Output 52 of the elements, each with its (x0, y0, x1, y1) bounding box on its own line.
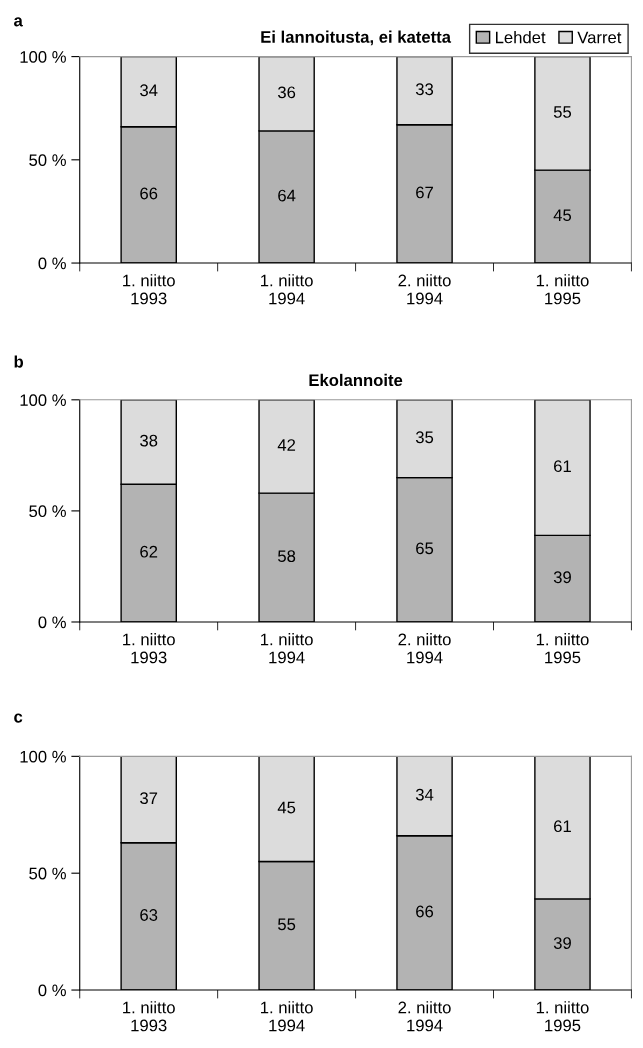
legend-label: Lehdet (496, 31, 546, 44)
data-label: 55 (278, 918, 296, 931)
x-tick-label: 1. niitto 1993 (123, 633, 175, 664)
text: a (14, 17, 23, 27)
chart-title: Ekolannoite (309, 373, 403, 387)
x-tick-label: 1. niitto 1994 (261, 1001, 313, 1032)
x-tick-label: 2. niitto 1994 (398, 1001, 451, 1032)
data-label: 62 (140, 545, 158, 558)
data-label: 65 (416, 542, 434, 555)
y-tick-label: 100 % (20, 50, 66, 63)
x-tick-label: 1. niitto 1995 (536, 1001, 589, 1032)
data-label: 39 (553, 571, 571, 584)
y-tick-label: 50 % (29, 867, 66, 880)
data-label: 61 (554, 460, 571, 473)
data-label: 33 (415, 83, 434, 96)
data-label: 36 (277, 86, 296, 99)
data-label: 37 (140, 792, 158, 805)
data-label: 58 (278, 550, 296, 563)
legend-label: Varret (577, 31, 622, 44)
y-tick-label: 0 % (38, 257, 66, 270)
text: c (14, 713, 23, 723)
y-tick-label: 0 % (38, 616, 66, 629)
data-label: 35 (415, 431, 434, 444)
y-tick-label: 100 % (20, 394, 66, 407)
x-tick-label: 2. niitto 1994 (398, 274, 451, 305)
data-label: 34 (415, 788, 434, 801)
data-label: 67 (416, 186, 433, 199)
data-label: 34 (140, 84, 158, 97)
y-tick-label: 0 % (38, 984, 66, 997)
data-label: 45 (277, 801, 296, 814)
text: b (14, 355, 24, 368)
x-tick-label: 1. niitto 1995 (536, 633, 589, 664)
x-tick-label: 1. niitto 1993 (123, 274, 175, 305)
x-tick-label: 1. niitto 1994 (261, 633, 313, 664)
x-tick-label: 1. niitto 1993 (123, 1001, 175, 1032)
data-label: 45 (553, 209, 572, 222)
y-tick-label: 50 % (29, 154, 66, 167)
data-label: 61 (554, 820, 571, 833)
y-tick-label: 50 % (29, 505, 66, 518)
data-label: 63 (140, 909, 158, 921)
chart-title: Ei lannoitusta, ei katetta (261, 30, 452, 46)
data-label: 64 (278, 189, 296, 202)
data-label: 42 (277, 439, 296, 451)
x-tick-label: 1. niitto 1995 (536, 274, 589, 305)
data-label: 55 (553, 106, 572, 118)
data-label: 39 (553, 937, 571, 949)
data-label: 66 (140, 187, 158, 200)
x-tick-label: 1. niitto 1994 (261, 274, 313, 305)
y-tick-label: 100 % (20, 750, 66, 763)
data-label: 38 (140, 434, 158, 447)
x-tick-label: 2. niitto 1994 (398, 633, 451, 664)
data-label: 66 (416, 905, 434, 918)
